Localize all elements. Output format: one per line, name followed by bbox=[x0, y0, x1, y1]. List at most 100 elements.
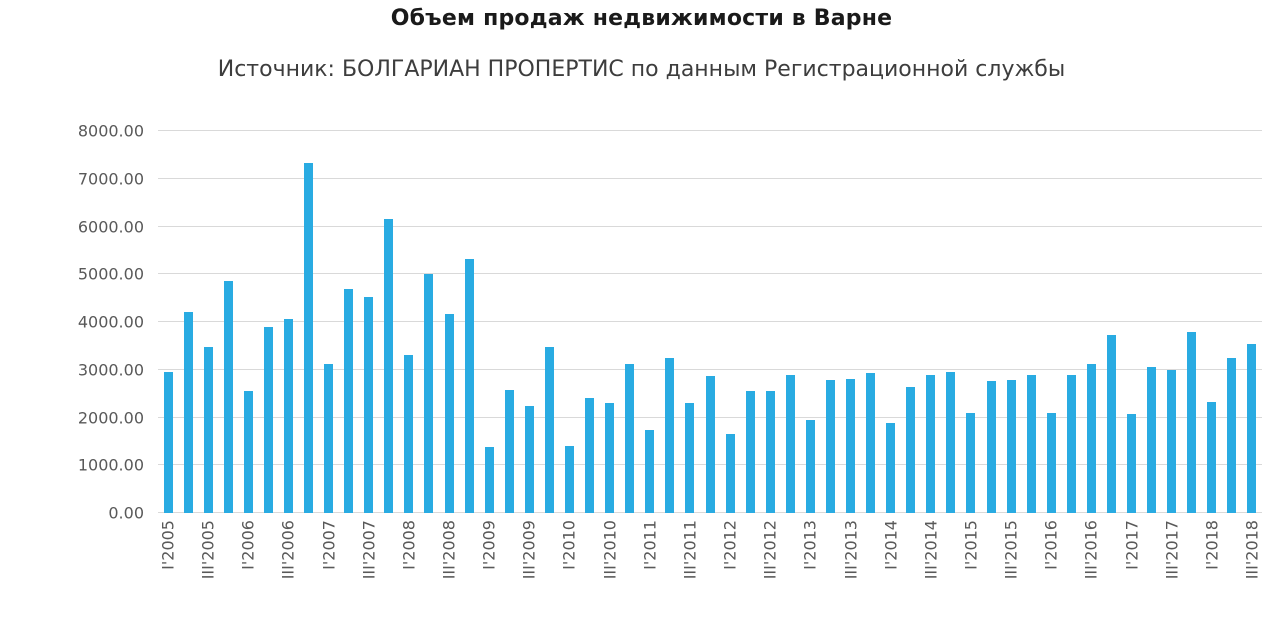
y-axis-tick-label: 0.00 bbox=[108, 503, 144, 523]
bar-I'2013 bbox=[805, 419, 815, 513]
x-axis-tick-label: III'2017 bbox=[1162, 520, 1182, 580]
x-axis-tick-label: III'2007 bbox=[359, 520, 379, 580]
bar-II'2015 bbox=[986, 381, 996, 513]
gridline bbox=[158, 368, 1262, 370]
y-axis-tick-label: 7000.00 bbox=[77, 169, 144, 189]
bar-III'2014 bbox=[926, 375, 936, 513]
bar-IV'2008 bbox=[464, 258, 474, 513]
bar-IV'2014 bbox=[946, 371, 956, 513]
bar-II'2018 bbox=[1227, 358, 1237, 513]
x-axis-tick-label: I'2006 bbox=[238, 520, 258, 570]
bar-I'2005 bbox=[163, 372, 173, 513]
bar-III'2006 bbox=[283, 318, 293, 513]
x-axis-tick-label: III'2016 bbox=[1081, 520, 1101, 580]
bar-II'2007 bbox=[344, 288, 354, 513]
bar-III'2010 bbox=[605, 403, 615, 513]
x-axis-tick-label: I'2010 bbox=[559, 520, 579, 570]
bar-III'2015 bbox=[1006, 380, 1016, 513]
bar-III'2013 bbox=[846, 379, 855, 513]
y-axis-tick-label: 4000.00 bbox=[77, 312, 144, 332]
y-axis-tick-label: 3000.00 bbox=[77, 360, 144, 380]
bar-I'2011 bbox=[645, 430, 655, 513]
bar-II'2017 bbox=[1147, 367, 1157, 513]
bar-IV'2016 bbox=[1106, 334, 1116, 513]
gridline bbox=[158, 273, 1262, 275]
bar-II'2005 bbox=[183, 312, 193, 513]
x-axis-tick-label: III'2005 bbox=[198, 520, 218, 580]
x-axis-tick-label: III'2010 bbox=[600, 520, 620, 580]
bar-II'2006 bbox=[263, 327, 273, 513]
bar-III'2009 bbox=[524, 405, 534, 513]
bar-IV'2012 bbox=[785, 374, 795, 513]
bar-I'2012 bbox=[725, 434, 735, 513]
y-axis-tick-label: 1000.00 bbox=[77, 455, 144, 475]
bar-I'2007 bbox=[324, 364, 334, 513]
plot-area: I'2005 III'2005 I'2006 III'2006 I'2007 III'20… bbox=[78, 122, 1262, 579]
x-axis-tick-label: III'2015 bbox=[1001, 520, 1021, 580]
x-axis-tick-label: III'2009 bbox=[519, 520, 539, 580]
bar-III'2005 bbox=[203, 347, 213, 513]
x-axis-tick-label: III'2013 bbox=[841, 520, 860, 580]
bar-II'2013 bbox=[825, 379, 835, 513]
x-axis-tick-label: III'2006 bbox=[278, 520, 298, 580]
bar-IV'2017 bbox=[1187, 331, 1197, 513]
gridline bbox=[158, 225, 1262, 227]
x-axis-tick-label: I'2008 bbox=[399, 520, 419, 570]
x-axis-tick-label: I'2009 bbox=[479, 520, 499, 570]
bar-IV'2005 bbox=[223, 281, 233, 513]
bar-IV'2010 bbox=[625, 364, 635, 513]
bar-III'2007 bbox=[364, 297, 374, 513]
bar-IV'2013 bbox=[866, 373, 876, 513]
x-axis-tick-label: I'2011 bbox=[640, 520, 660, 570]
gridline bbox=[158, 130, 1262, 131]
bar-I'2009 bbox=[484, 447, 494, 513]
x-axis-tick-label: I'2016 bbox=[1041, 520, 1061, 570]
gridline bbox=[158, 177, 1262, 179]
y-axis-tick-label: 8000.00 bbox=[77, 121, 144, 141]
y-axis-tick-label: 6000.00 bbox=[77, 217, 144, 236]
x-axis-tick-label: III'2011 bbox=[680, 520, 700, 580]
bar-II'2010 bbox=[585, 398, 595, 513]
x-axis-tick-label: I'2007 bbox=[319, 520, 339, 570]
bar-III'2017 bbox=[1167, 369, 1177, 513]
bar-II'2011 bbox=[665, 357, 675, 513]
bar-II'2008 bbox=[424, 274, 434, 513]
bar-II'2012 bbox=[745, 390, 755, 513]
x-axis-tick-label: I'2005 bbox=[158, 520, 178, 570]
bar-II'2009 bbox=[504, 390, 514, 513]
bar-I'2010 bbox=[564, 446, 574, 513]
x-axis-tick-label: III'2008 bbox=[439, 520, 459, 580]
x-axis-tick-label: I'2012 bbox=[720, 520, 740, 570]
bar-IV'2006 bbox=[304, 163, 314, 513]
bar-I'2015 bbox=[966, 412, 976, 513]
x-axis-tick-label: I'2015 bbox=[961, 520, 981, 570]
chart-subtitle: Источник: БОЛГАРИАН ПРОПЕРТИС по данным … bbox=[217, 57, 1066, 82]
bar-III'2008 bbox=[444, 313, 454, 513]
bar-III'2016 bbox=[1086, 364, 1096, 513]
bar-IV'2007 bbox=[384, 219, 394, 513]
x-axis-tick-label: I'2018 bbox=[1202, 520, 1222, 570]
bar-IV'2011 bbox=[705, 375, 715, 513]
y-axis-tick-label: 5000.00 bbox=[77, 264, 144, 284]
bar-I'2016 bbox=[1046, 412, 1056, 513]
bar-IV'2009 bbox=[544, 346, 554, 513]
bar-III'2018 bbox=[1247, 344, 1257, 513]
x-axis-tick-label: III'2018 bbox=[1242, 520, 1262, 580]
bar-I'2014 bbox=[886, 423, 896, 513]
x-axis-labels: I'2005 III'2005 I'2006 III'2006 I'2007 III'20… bbox=[158, 513, 1262, 623]
bar-I'2018 bbox=[1207, 402, 1217, 513]
bar-III'2012 bbox=[765, 390, 775, 513]
x-axis-tick-label: I'2017 bbox=[1122, 520, 1142, 570]
x-axis-tick-label: I'2013 bbox=[800, 520, 820, 570]
bar-I'2006 bbox=[243, 391, 253, 513]
chart-title: Объем продаж недвижимости в Варне bbox=[390, 6, 893, 31]
bar-II'2016 bbox=[1066, 375, 1076, 513]
gridline bbox=[158, 321, 1262, 322]
bar-IV'2015 bbox=[1026, 374, 1036, 513]
x-axis-tick-label: III'2012 bbox=[760, 520, 780, 580]
bar-I'2008 bbox=[404, 355, 414, 513]
bar-III'2011 bbox=[685, 403, 695, 513]
x-axis-tick-label: I'2014 bbox=[881, 520, 901, 570]
y-axis-tick-label: 2000.00 bbox=[77, 408, 144, 427]
